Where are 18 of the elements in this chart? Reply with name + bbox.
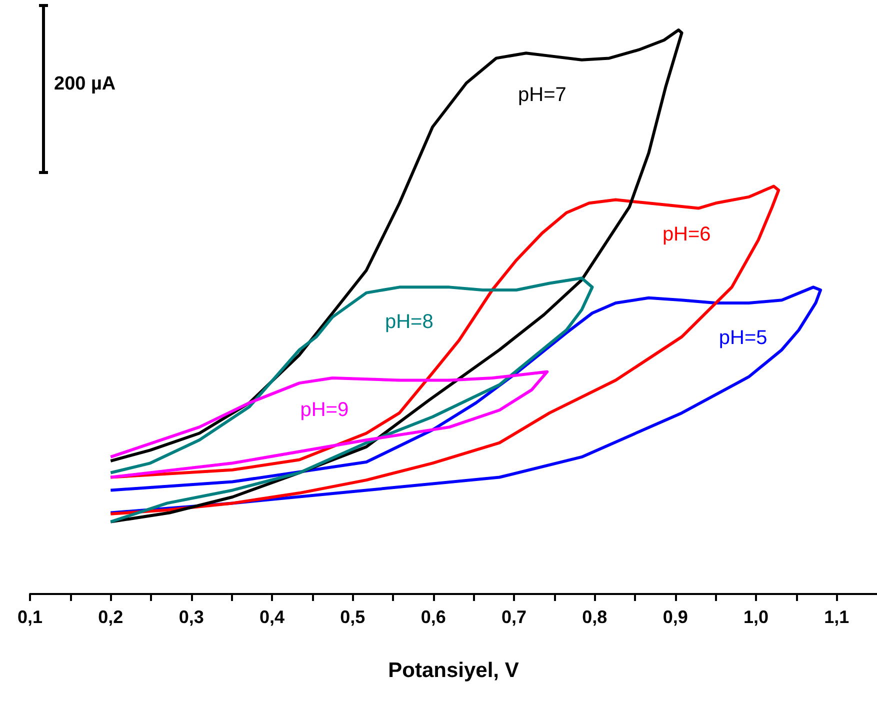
- x-tick-label: 0,2: [98, 607, 124, 627]
- series-label: pH=7: [518, 84, 566, 106]
- x-tick-label: 1,0: [743, 607, 769, 627]
- x-tick-label: 0,1: [17, 607, 43, 627]
- x-tick-label: 0,9: [662, 607, 688, 627]
- annotation: 200 µA: [54, 74, 116, 94]
- x-tick-label: 0,4: [259, 607, 285, 627]
- x-tick-label: 0,7: [501, 607, 527, 627]
- series-label: pH=5: [718, 326, 768, 349]
- x-tick-label: 0,5: [340, 607, 366, 627]
- x-tick-label: 0,8: [582, 607, 608, 627]
- x-tick-label: 0,3: [178, 607, 204, 627]
- series-label: pH=8: [384, 311, 434, 334]
- x-tick-label: 0,6: [420, 607, 446, 627]
- series-label: pH=6: [662, 224, 711, 246]
- series-label: pH=9: [300, 399, 349, 422]
- x-tick-label: 1,1: [824, 607, 850, 627]
- x-axis-title: Potansiyel, V: [388, 659, 519, 682]
